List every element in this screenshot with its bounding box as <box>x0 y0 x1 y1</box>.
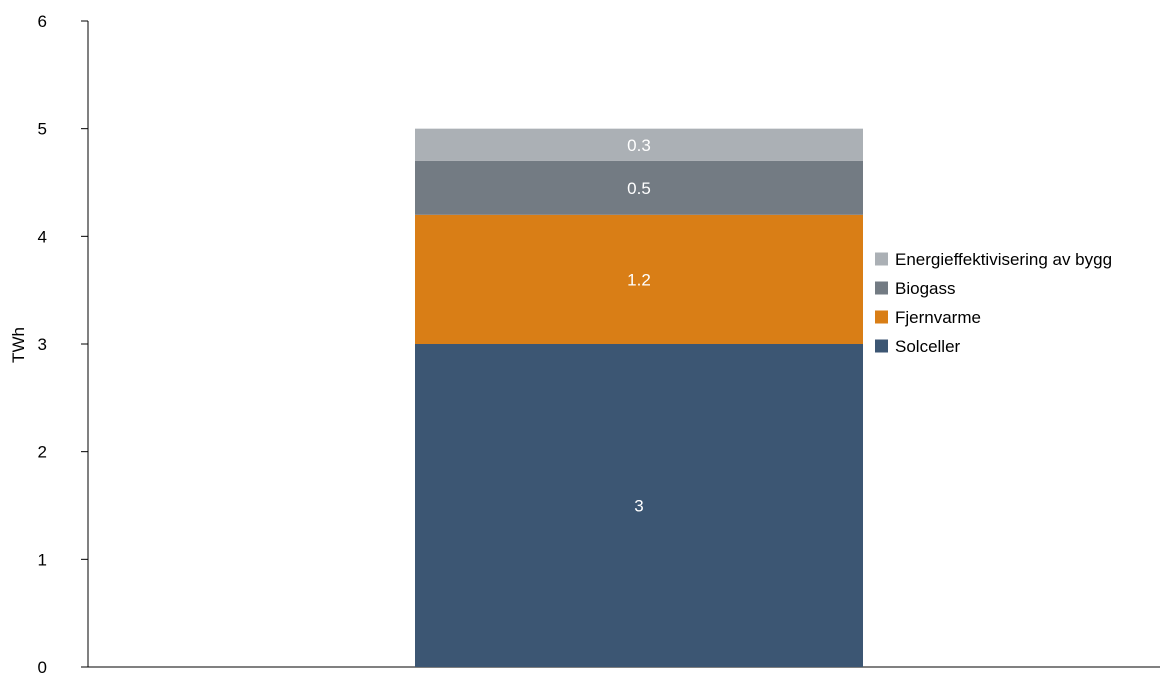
y-tick-label: 3 <box>38 335 47 354</box>
legend-label: Biogass <box>895 279 955 298</box>
legend-label: Fjernvarme <box>895 308 981 327</box>
bars <box>415 128 863 667</box>
legend-swatch <box>875 339 888 353</box>
bar-segment-0 <box>415 344 863 667</box>
y-tick-label: 6 <box>38 12 47 31</box>
legend-swatch <box>875 281 888 295</box>
legend-label: Solceller <box>895 337 961 356</box>
y-tick-label: 0 <box>38 658 47 675</box>
bar-segment-2 <box>415 160 863 215</box>
data-label: 0.3 <box>627 136 651 155</box>
data-labels: 3 1.2 0.5 0.3 <box>627 136 651 516</box>
data-label: 3 <box>634 497 643 516</box>
y-tick-label: 1 <box>38 550 47 569</box>
y-tick-label: 5 <box>38 120 47 139</box>
y-tick-label: 4 <box>38 227 47 246</box>
bar-segment-3 <box>415 128 863 161</box>
legend-swatch <box>875 310 888 324</box>
bar-segment-1 <box>415 214 863 344</box>
y-axis-title: TWh <box>9 327 28 363</box>
axes: 0 1 2 3 4 5 6 <box>38 12 1160 675</box>
data-label: 1.2 <box>627 270 651 289</box>
data-label: 0.5 <box>627 179 651 198</box>
legend: Energieffektivisering av bygg Biogass Fjer… <box>875 250 1112 356</box>
legend-label: Energieffektivisering av bygg <box>895 250 1112 269</box>
y-tick-label: 2 <box>38 443 47 462</box>
legend-swatch <box>875 252 888 266</box>
